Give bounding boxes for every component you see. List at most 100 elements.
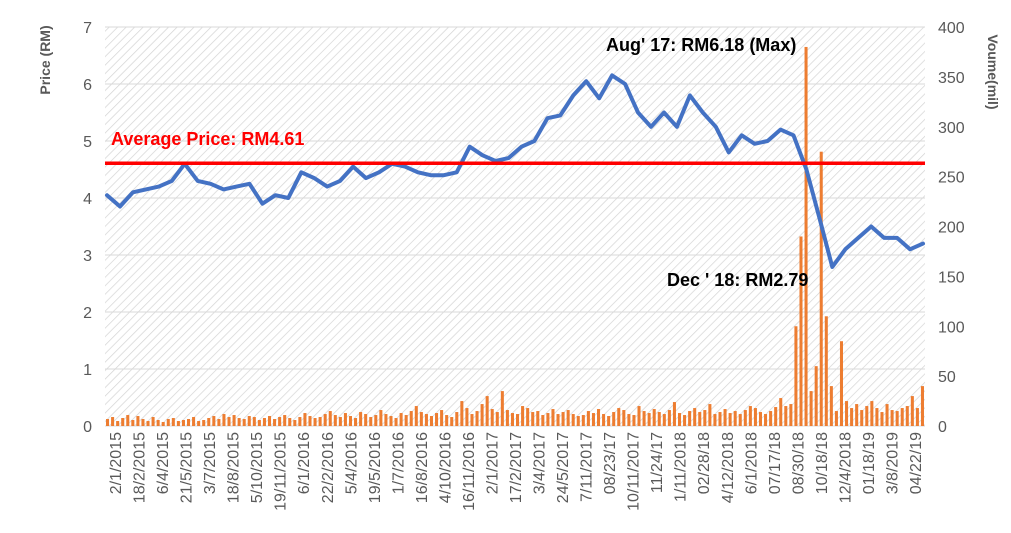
left-tick-label: 3	[83, 248, 92, 265]
volume-bar	[359, 412, 363, 426]
right-tick-label: 400	[938, 20, 965, 37]
volume-bar	[187, 419, 191, 426]
left-tick-label: 5	[83, 134, 92, 151]
volume-bar	[576, 416, 580, 426]
volume-bar	[394, 418, 398, 426]
volume-bar	[607, 416, 611, 426]
volume-bar	[799, 236, 803, 426]
volume-bar	[566, 410, 570, 426]
x-tick-label: 19/11/2015	[273, 432, 290, 511]
volume-bar	[247, 416, 251, 426]
volume-bar	[875, 408, 879, 426]
volume-bar	[429, 416, 433, 426]
volume-bar	[920, 386, 924, 426]
volume-bar	[839, 341, 843, 426]
volume-bar	[121, 418, 125, 426]
volume-bar	[242, 419, 246, 426]
volume-bar	[688, 411, 692, 426]
volume-bar	[829, 386, 833, 426]
volume-bar	[151, 417, 155, 426]
volume-bar	[885, 404, 889, 426]
x-tick-label: 22/2/2016	[320, 432, 337, 503]
right-tick-label: 150	[938, 269, 965, 286]
volume-bar	[809, 391, 813, 426]
volume-bar	[789, 404, 793, 426]
average-price-label: Average Price: RM4.61	[111, 129, 304, 149]
x-tick-label: 10/11/2017	[626, 432, 643, 511]
x-tick-label: 16/11/2016	[461, 432, 478, 511]
x-tick-label: 17/2/2017	[508, 432, 525, 503]
volume-bar	[698, 412, 702, 426]
volume-bar	[556, 414, 560, 426]
volume-bar	[738, 414, 742, 426]
volume-bar	[156, 420, 160, 426]
volume-bar	[288, 418, 292, 426]
volume-bar	[293, 420, 297, 426]
volume-bar	[586, 411, 590, 426]
x-tick-label: 04/22/19	[908, 432, 925, 494]
right-tick-label: 200	[938, 220, 965, 237]
volume-bar	[703, 410, 707, 426]
volume-bar	[176, 421, 180, 426]
right-axis-ticks: 0 50 100 150 200 250 300 350 400	[938, 20, 965, 436]
volume-bar	[632, 415, 636, 426]
left-tick-label: 2	[83, 305, 92, 322]
volume-bar	[126, 415, 130, 426]
x-tick-label: 07/17/18	[767, 432, 784, 494]
volume-bar	[414, 406, 418, 426]
x-tick-label: 6/1/2016	[296, 432, 313, 494]
volume-bar	[784, 406, 788, 426]
x-tick-label: 08/30/18	[790, 432, 807, 494]
volume-bar	[804, 46, 808, 426]
volume-bar	[480, 404, 484, 426]
x-tick-label: 01/18/19	[861, 432, 878, 494]
volume-bar	[622, 410, 626, 426]
volume-bar	[753, 408, 757, 426]
volume-bar	[769, 411, 773, 426]
volume-bar	[328, 411, 332, 426]
volume-bar	[915, 408, 919, 426]
volume-bar	[354, 418, 358, 426]
volume-bar	[106, 419, 110, 426]
volume-bar	[602, 414, 606, 426]
volume-bar	[860, 410, 864, 426]
volume-bar	[683, 415, 687, 426]
volume-bar	[404, 415, 408, 426]
volume-bar	[850, 408, 854, 426]
left-tick-label: 6	[83, 77, 92, 94]
volume-bar	[409, 411, 413, 426]
volume-bar	[748, 406, 752, 426]
x-tick-label: 1/11/2018	[673, 432, 690, 502]
volume-bar	[369, 417, 373, 426]
left-tick-label: 4	[83, 191, 92, 208]
volume-bar	[890, 410, 894, 426]
volume-bar	[283, 415, 287, 426]
volume-bar	[500, 391, 504, 426]
volume-bar	[617, 408, 621, 426]
volume-bar	[834, 411, 838, 426]
volume-bar	[495, 412, 499, 426]
volume-bar	[571, 414, 575, 426]
right-tick-label: 100	[938, 319, 965, 336]
x-tick-label: 7/11/2017	[579, 432, 596, 502]
volume-bar	[171, 418, 175, 426]
volume-bar	[900, 408, 904, 426]
x-tick-label: 16/8/2016	[414, 432, 431, 503]
volume-bar	[814, 366, 818, 426]
volume-bar	[399, 413, 403, 426]
volume-bar	[733, 411, 737, 426]
volume-bar	[490, 409, 494, 426]
volume-bar	[870, 401, 874, 426]
volume-bar	[237, 418, 241, 426]
volume-bar	[252, 417, 256, 426]
volume-bar	[561, 412, 565, 426]
volume-bar	[323, 414, 327, 426]
volume-bar	[212, 416, 216, 426]
x-tick-label: 18/8/2015	[226, 432, 243, 503]
volume-bar	[667, 410, 671, 426]
volume-bar	[435, 413, 439, 426]
left-tick-label: 0	[83, 419, 92, 436]
volume-bar	[227, 417, 231, 426]
x-tick-label: 3/8/2019	[884, 432, 901, 494]
right-tick-label: 250	[938, 170, 965, 187]
